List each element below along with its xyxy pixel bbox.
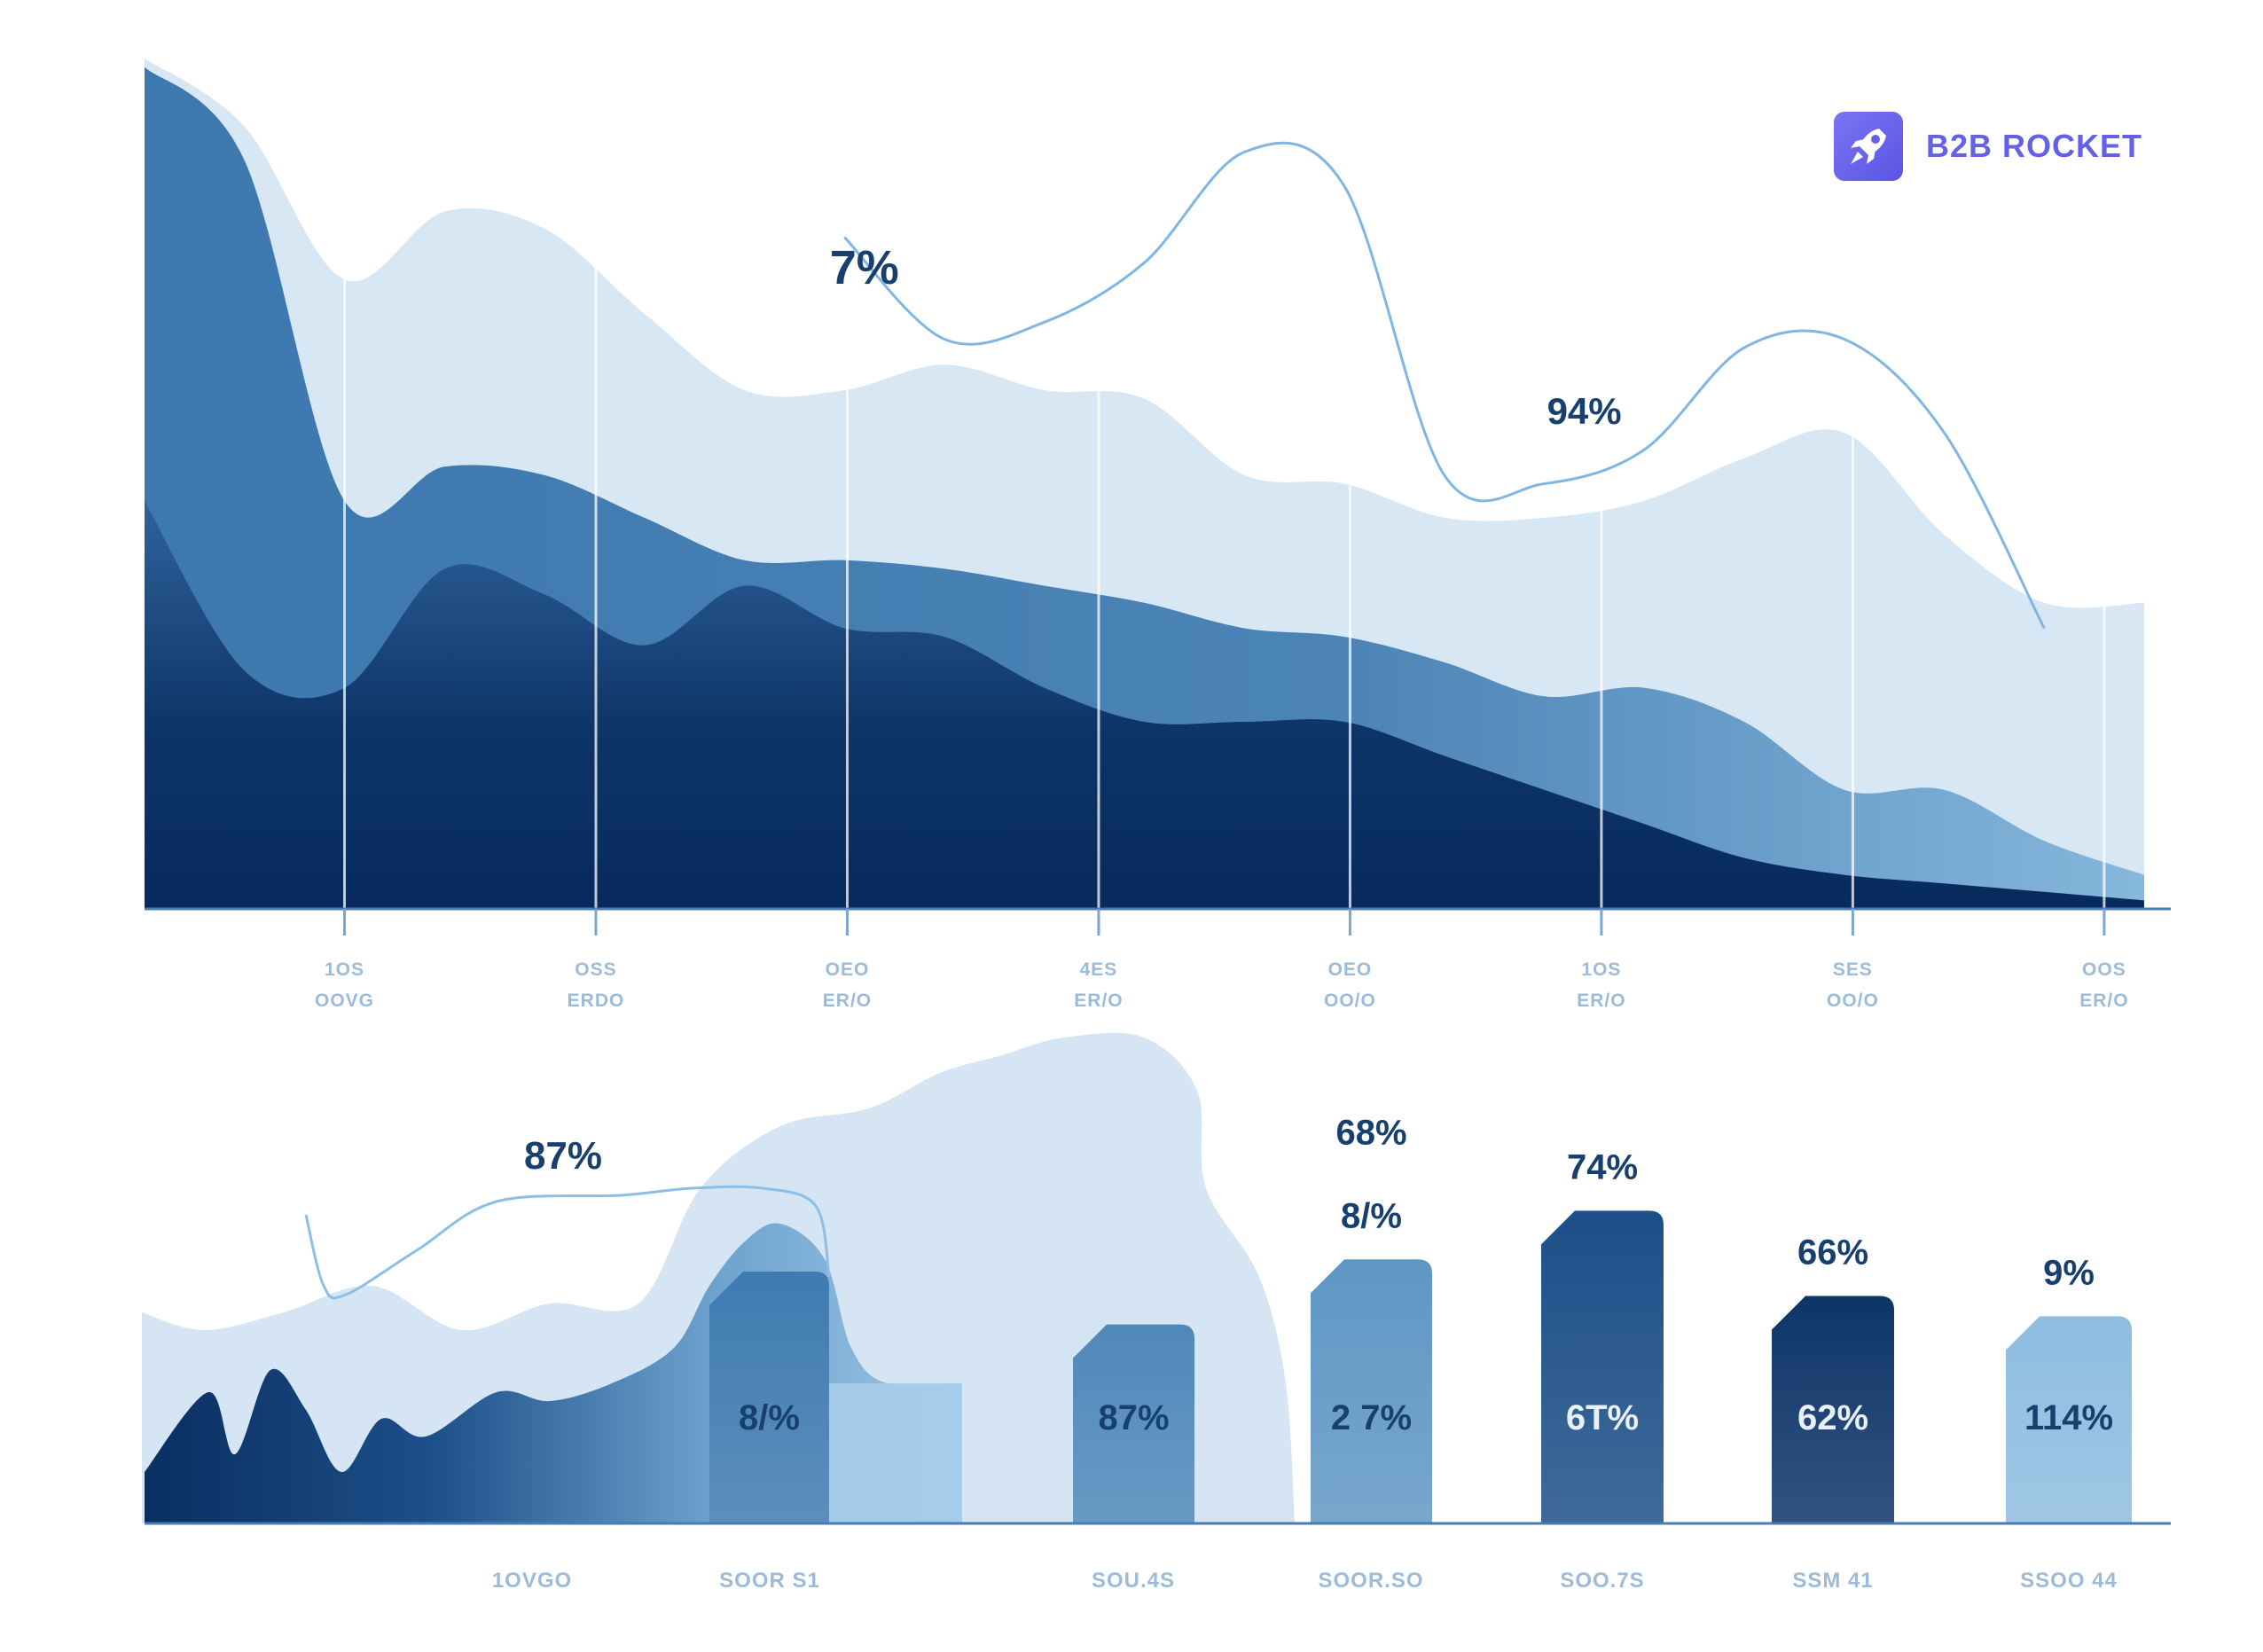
bar-inner-label: 6T% xyxy=(1566,1398,1639,1437)
bar-shine xyxy=(1311,1259,1432,1523)
x-axis-ticks: 1OVGO SOOR S1 SOU.4S SOOR.SO SOO.7S SSM 41 SSO… xyxy=(492,1569,2118,1593)
annotation-label: 7% xyxy=(830,241,899,294)
gridlines xyxy=(343,177,2106,936)
trend-line xyxy=(843,141,2046,630)
bar-top-label: 66% xyxy=(1797,1233,1868,1272)
tick-label: OEO xyxy=(826,959,870,980)
area-series-navy xyxy=(145,500,2144,909)
category-label: 1OVGO xyxy=(492,1569,572,1593)
tick-label: OO/O xyxy=(1324,990,1376,1011)
tick-label: OOVG xyxy=(315,990,374,1011)
bars: 8/% 87% 2 7% 8/% 68% 6T% 74% 62% 66% 114% 9% xyxy=(709,1113,2132,1523)
bar-shine xyxy=(2006,1316,2132,1523)
annotations: 7% 94% xyxy=(830,241,1622,432)
tick-label: OSS xyxy=(575,959,616,980)
area-trend-line xyxy=(304,1185,831,1300)
tick-label: 4ES xyxy=(1080,959,1118,980)
category-label: SOOR S1 xyxy=(719,1569,820,1593)
tick-label: ER/O xyxy=(1074,990,1123,1011)
bar-inner-label: 8/% xyxy=(739,1398,800,1437)
tick-label: OEO xyxy=(1328,959,1373,980)
tick-label: OO/O xyxy=(1827,990,1879,1011)
category-label: SOO.7S xyxy=(1560,1569,1644,1593)
bar-top-label: 8/% xyxy=(1341,1196,1402,1235)
bar-top-label: 9% xyxy=(2043,1253,2095,1292)
category-label: SSOO 44 xyxy=(2020,1569,2118,1593)
tick-label: 1OS xyxy=(1581,959,1621,980)
bar-chart: 8/% 87% 2 7% 8/% 68% 6T% 74% 62% 66% 114% 9% 1OVGO… xyxy=(142,1032,2171,1593)
tick-label: 1OS xyxy=(325,959,364,980)
rocket-icon xyxy=(1834,112,1903,181)
bar-top-label: 74% xyxy=(1567,1147,1638,1186)
bar-inner-label: 114% xyxy=(2024,1398,2113,1437)
bar-shine xyxy=(1073,1324,1194,1523)
category-label: SOU.4S xyxy=(1092,1569,1175,1593)
bar-shine xyxy=(709,1272,829,1523)
area-column xyxy=(829,1383,962,1523)
area-annotation-label: 87% xyxy=(524,1134,602,1178)
tick-label: ER/O xyxy=(823,990,872,1011)
bar-inner-label: 2 7% xyxy=(1331,1398,1412,1437)
tick-label: SES xyxy=(1833,959,1873,980)
bar-shine xyxy=(1772,1296,1894,1523)
tick-label: ER/O xyxy=(1577,990,1625,1011)
brand-logo: B2B ROCKET xyxy=(1834,110,2142,183)
tick-label: OOS xyxy=(2082,959,2126,980)
bar-inner-label: 87% xyxy=(1098,1398,1169,1437)
area-chart: 1OS OOVG OSS ERDO OEO ER/O 4ES ER/O OEO OO/O 1OS ER… xyxy=(145,59,2171,1011)
bar-top-label-secondary: 68% xyxy=(1335,1113,1406,1152)
annotation-label: 94% xyxy=(1547,390,1622,432)
category-label: SOOR.SO xyxy=(1318,1569,1423,1593)
bar-inner-label: 62% xyxy=(1797,1398,1868,1437)
category-label: SSM 41 xyxy=(1792,1569,1873,1593)
x-axis-ticks: 1OS OOVG OSS ERDO OEO ER/O 4ES ER/O OEO OO/O 1OS ER… xyxy=(315,909,2128,1011)
bar-shine xyxy=(1541,1210,1664,1523)
brand-name: B2B ROCKET xyxy=(1926,128,2143,164)
tick-label: ERDO xyxy=(568,990,625,1011)
tick-label: ER/O xyxy=(2079,990,2128,1011)
